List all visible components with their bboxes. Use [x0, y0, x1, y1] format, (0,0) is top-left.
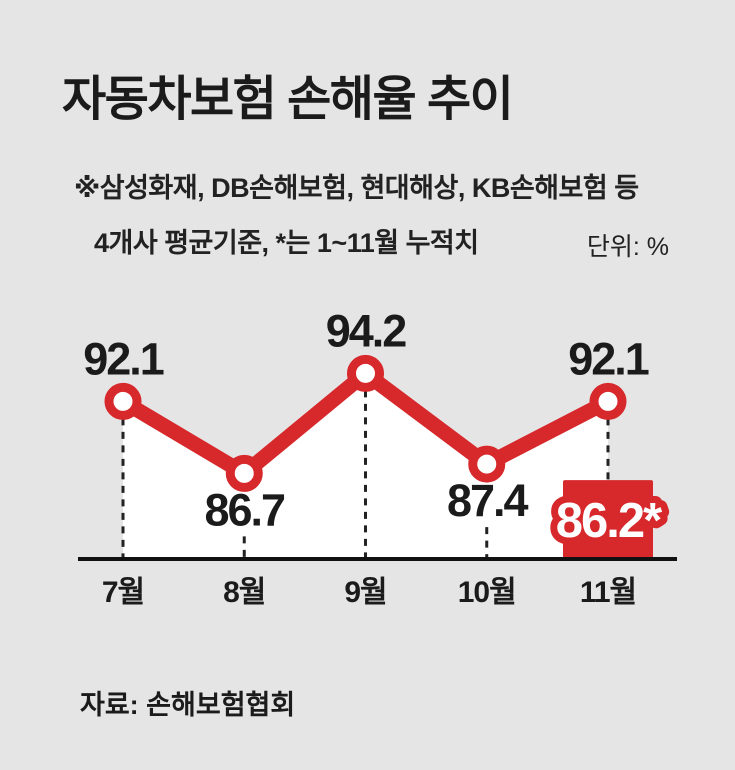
month-label: 10월	[458, 576, 516, 609]
note-line-2: 4개사 평균기준, *는 1~11월 누적치	[94, 228, 479, 258]
note-line-1: ※삼성화재, DB손해보험, 현대해상, KB손해보험 등	[74, 173, 639, 203]
page-title: 자동차보험 손해율 추이	[62, 73, 514, 126]
month-label: 9월	[344, 576, 386, 609]
value-label: 92.1	[83, 333, 164, 384]
data-point-marker	[347, 354, 384, 392]
month-label: 8월	[223, 576, 265, 609]
data-point-marker	[225, 454, 263, 492]
area-fill	[123, 373, 608, 559]
month-label: 11월	[580, 576, 636, 609]
cumulative-value-label: 86.2*	[556, 494, 663, 548]
cumulative-box	[563, 480, 653, 559]
value-label: 87.4	[447, 475, 529, 526]
source-label: 자료: 손해보험협회	[80, 690, 296, 720]
data-point-marker	[104, 382, 142, 420]
value-label: 94.2	[326, 305, 407, 356]
value-label: 86.7	[204, 484, 285, 535]
data-point-marker	[589, 382, 627, 420]
unit-label: 단위: %	[586, 233, 669, 261]
month-label: 7월	[102, 576, 144, 609]
data-point-marker	[468, 445, 506, 483]
value-label: 92.1	[568, 333, 649, 384]
